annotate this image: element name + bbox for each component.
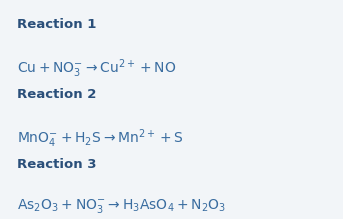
Text: Reaction 1: Reaction 1 <box>17 18 96 30</box>
Text: $\mathregular{Cu + NO_3^{-} \rightarrow Cu^{2+} + NO}$: $\mathregular{Cu + NO_3^{-} \rightarrow … <box>17 57 176 79</box>
Text: $\mathregular{As_2O_3 + NO_3^{-} \rightarrow H_3AsO_4 + N_2O_3}$: $\mathregular{As_2O_3 + NO_3^{-} \righta… <box>17 197 226 215</box>
Text: Reaction 2: Reaction 2 <box>17 88 96 101</box>
Text: $\mathregular{MnO_4^{-} + H_2S \rightarrow Mn^{2+} + S}$: $\mathregular{MnO_4^{-} + H_2S \rightarr… <box>17 127 184 150</box>
Text: Reaction 3: Reaction 3 <box>17 158 97 171</box>
